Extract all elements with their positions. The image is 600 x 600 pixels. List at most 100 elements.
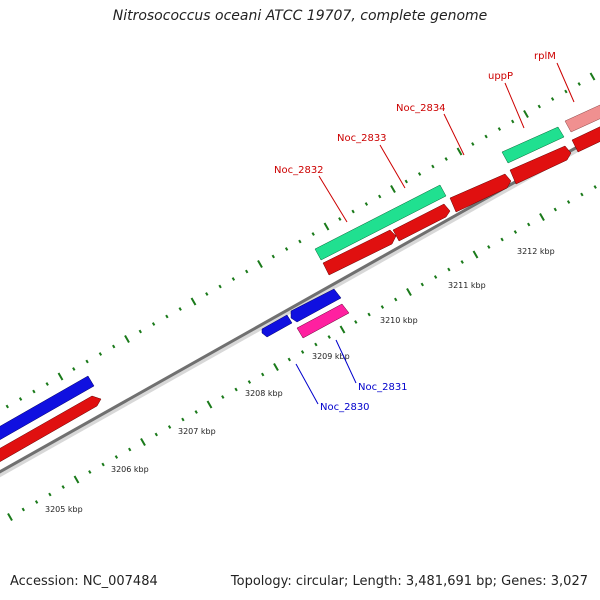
tick-label-3206: 3206 kbp [111,465,149,474]
gene-noc-2830[interactable] [261,314,293,338]
gene-uppp-rna[interactable] [501,126,565,164]
tick-row-lower-tick [167,425,172,429]
tick-row-lower-tick [339,325,346,334]
gene-label-noc-2834[interactable]: Noc_2834 [396,103,446,114]
tick-row-upper-tick [471,142,475,146]
tick-row-upper-tick [45,382,49,386]
tick-row-upper-tick [138,329,142,334]
tick-row-upper-tick [18,397,23,401]
gene-rplm-pseudo[interactable] [564,104,600,133]
tick-row-upper-tick [577,82,581,86]
tick-row-upper-tick [444,157,448,161]
backbone-shadow [0,132,600,478]
tick-row-upper-tick [57,372,64,381]
tick-row-lower-tick [354,320,358,324]
tick-row-lower-tick [314,342,318,347]
tick-row-lower-tick [367,312,371,317]
tick-row-upper-tick [32,389,36,394]
gene-label-noc-2832[interactable]: Noc_2832 [274,165,324,176]
gene-noc-2833[interactable] [392,203,451,242]
tick-row-lower-tick [500,237,504,242]
tick-row-lower-tick [487,245,491,249]
tick-row-upper-tick [298,239,302,244]
gene-label-noc-2830[interactable]: Noc_2830 [320,402,370,413]
tick-row-upper-tick [98,352,103,356]
tick-row-lower-tick [593,185,597,189]
gene-pink[interactable] [296,303,350,339]
gene-label-noc-2831[interactable]: Noc_2831 [358,382,408,393]
tick-row-lower-tick [380,305,385,309]
tick-row-upper-tick [564,89,568,94]
tick-row-upper-tick [511,119,515,124]
tick-row-lower-tick [406,288,412,296]
gene-label-group: Noc_2832 Noc_2833 Noc_2834 uppP rplM Noc… [274,51,556,413]
tick-row-upper-tick [378,194,382,199]
gene-features [0,104,600,464]
tick-row-upper-tick [178,307,182,311]
tick-row-upper-tick [5,404,9,409]
tick-row-upper-tick [112,344,116,349]
tick-row-lower-tick [566,200,571,204]
tick-row-upper-tick [311,232,315,236]
tick-row-lower-tick [553,207,557,212]
genome-stats-text: Topology: circular; Length: 3,481,691 bp… [230,574,588,589]
genome-backbone [0,132,600,474]
gene-uppp[interactable] [509,145,572,185]
tick-row-lower-tick [327,335,331,339]
tick-row-lower-tick [101,462,105,467]
tick-label-3205: 3205 kbp [45,505,83,514]
tick-row-lower-tick [21,507,25,512]
tick-row-upper-tick [431,164,435,169]
gene-noc-2832-rna[interactable] [314,184,447,261]
tick-label-3208: 3208 kbp [245,389,283,398]
tick-row-lower-tick [194,410,198,414]
tick-row-lower-tick [513,230,518,234]
tick-row-lower-tick [300,350,305,354]
tick-row-upper-tick [151,322,156,326]
tick-row-lower-tick [206,400,213,409]
tick-row-upper-tick [218,284,222,289]
tick-row-lower-tick [234,387,238,392]
tick-row-lower-tick [181,417,185,422]
gene-rplm[interactable] [571,122,600,153]
gene-noc-2834[interactable] [449,173,512,213]
tick-row-lower-tick [460,260,464,264]
tick-row-lower-tick [420,282,424,287]
tick-row-lower-tick [128,447,132,452]
tick-row-lower-tick [580,192,584,197]
tick-row-upper-tick [323,222,330,231]
tick-row-lower-tick [154,432,158,437]
gene-label-uppp[interactable]: uppP [488,71,513,82]
tick-row-upper-tick [417,172,422,176]
tick-label-3210: 3210 kbp [380,316,418,325]
gene-blue-left[interactable] [0,375,95,442]
tick-row-upper-tick [284,247,289,251]
accession-text: Accession: NC_007484 [10,574,158,589]
tick-row-lower-tick [48,492,52,497]
gene-red-left[interactable] [0,395,102,464]
tick-row-lower-tick [433,275,438,279]
tick-labels: 3205 kbp 3206 kbp 3207 kbp 3208 kbp 3209… [45,247,555,514]
gene-noc-2831[interactable] [290,288,342,323]
gene-label-noc-2833[interactable]: Noc_2833 [337,133,387,144]
tick-row-lower-tick [7,513,13,521]
gene-noc-2832[interactable] [322,229,397,276]
tick-row-lower-tick [539,213,545,221]
tick-row-upper-tick [497,127,502,131]
tick-row-upper-tick [550,97,555,101]
tick-row-upper-tick [124,335,130,343]
tick-row-upper-tick [390,185,396,193]
tick-row-upper-tick [364,202,369,206]
tick-row-upper-tick [537,104,541,109]
tick-row-upper-tick [190,297,197,306]
tick-row-upper-tick [404,179,408,184]
tick-row-lower-tick [247,380,252,384]
gene-label-rplm[interactable]: rplM [534,51,556,62]
tick-row-upper-tick [484,134,488,139]
tick-row-upper-tick [165,314,169,319]
tick-label-3212: 3212 kbp [517,247,555,256]
tick-row-lower-tick [261,372,265,377]
tick-row-upper-tick [338,217,342,221]
tick-row-lower-tick [34,500,39,504]
tick-row-lower-tick [140,438,146,446]
